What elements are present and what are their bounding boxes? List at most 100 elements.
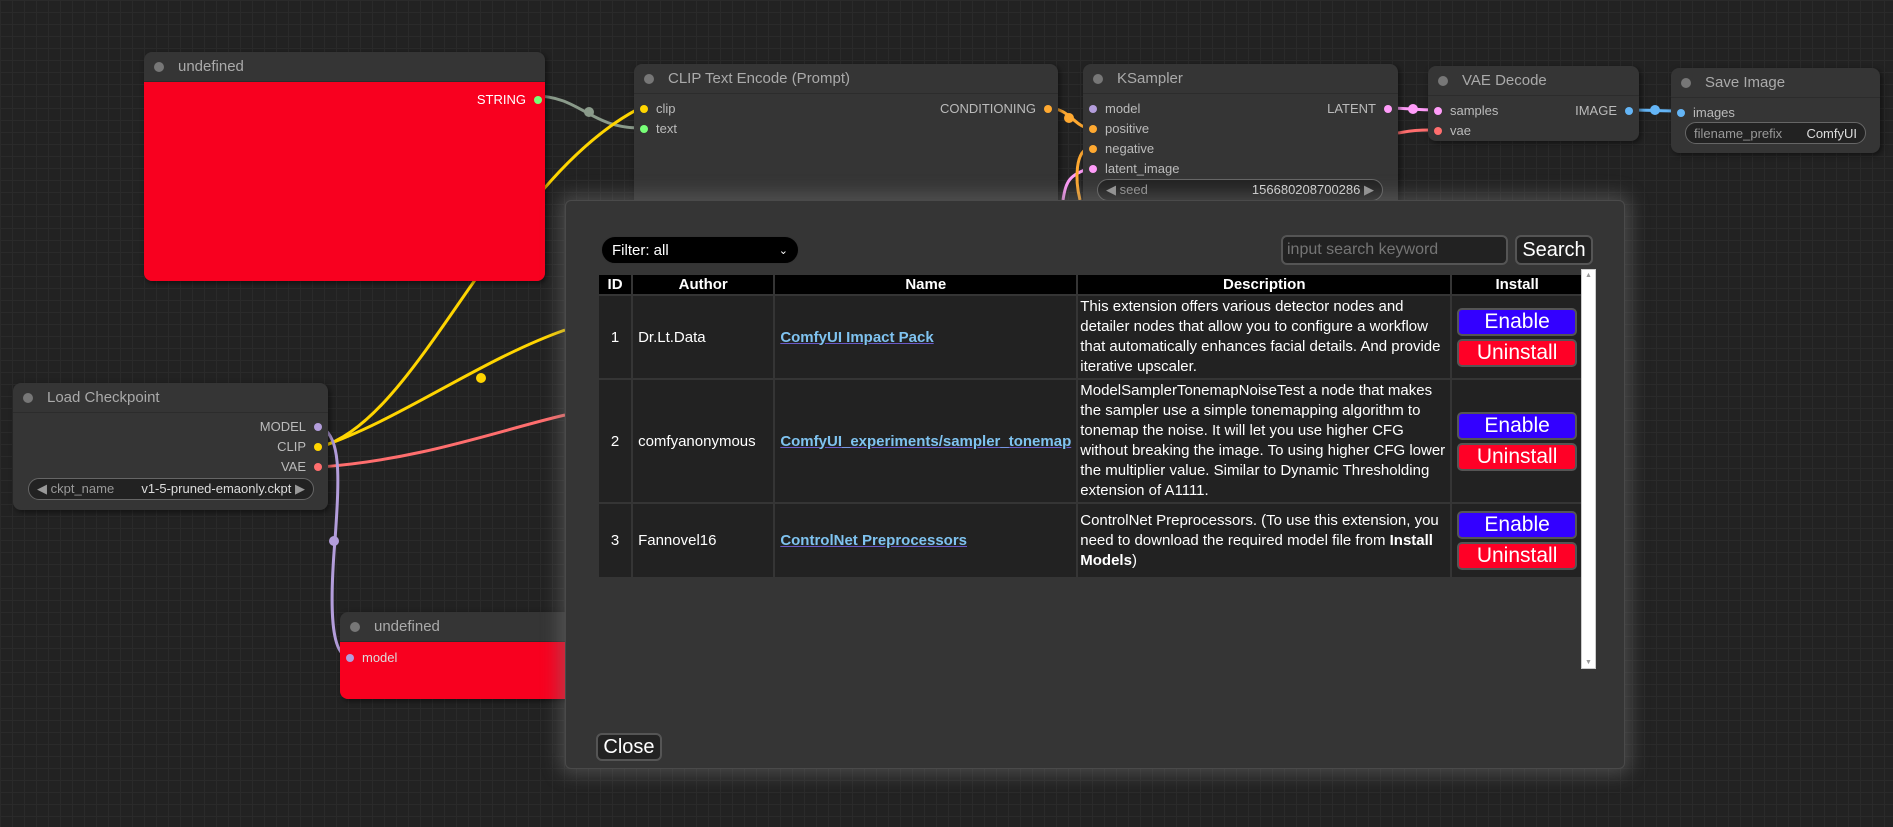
node-header[interactable]: KSampler: [1083, 64, 1398, 94]
uninstall-button[interactable]: Uninstall: [1457, 542, 1578, 570]
output-vae[interactable]: VAE: [281, 459, 322, 474]
slot-dot-icon[interactable]: [534, 95, 542, 104]
input-samples[interactable]: samples: [1434, 103, 1498, 118]
slot-dot-icon[interactable]: [640, 124, 648, 133]
node-ksampler[interactable]: KSampler model positive negative latent_…: [1083, 64, 1398, 214]
ckpt-name-widget[interactable]: ◀ ckpt_name v1-5-pruned-emaonly.ckpt ▶: [28, 478, 314, 500]
input-negative[interactable]: negative: [1089, 141, 1154, 156]
node-vae-decode[interactable]: VAE Decode samples vae IMAGE: [1428, 66, 1639, 141]
filter-select[interactable]: Filter: all ⌄: [601, 236, 799, 264]
output-latent[interactable]: LATENT: [1327, 101, 1392, 116]
collapse-dot-icon[interactable]: [1093, 73, 1103, 84]
seed-label-group: ◀ seed: [1106, 182, 1148, 197]
slot-dot-icon[interactable]: [640, 104, 648, 113]
uninstall-button[interactable]: Uninstall: [1457, 442, 1578, 471]
output-model[interactable]: MODEL: [260, 419, 322, 434]
enable-button[interactable]: Enable: [1457, 411, 1578, 440]
input-text[interactable]: text: [640, 121, 677, 136]
collapse-dot-icon[interactable]: [1438, 75, 1448, 86]
slot-dot-icon[interactable]: [346, 653, 354, 662]
node-header[interactable]: VAE Decode: [1428, 66, 1639, 96]
arrow-right-icon[interactable]: ▶: [1364, 182, 1374, 197]
slot-dot-icon[interactable]: [1434, 126, 1442, 135]
node-save-image[interactable]: Save Image images filename_prefix ComfyUI: [1671, 68, 1880, 153]
slot-dot-icon[interactable]: [1089, 104, 1097, 113]
slot-dot-icon[interactable]: [1384, 104, 1392, 113]
enable-button[interactable]: Enable: [1457, 307, 1578, 336]
node-undefined-string[interactable]: undefined STRING: [144, 52, 545, 281]
arrow-right-icon[interactable]: ▶: [295, 481, 305, 496]
node-title: Save Image: [1705, 74, 1786, 91]
column-author: Author: [633, 275, 774, 294]
slot-dot-icon[interactable]: [1625, 106, 1633, 115]
node-title: KSampler: [1117, 70, 1183, 87]
node-title: undefined: [178, 58, 244, 75]
slot-label: MODEL: [259, 419, 306, 434]
cell-author: comfyanonymous: [633, 380, 774, 502]
slot-dot-icon[interactable]: [1089, 124, 1097, 133]
description-text: ): [1131, 551, 1137, 569]
extension-link[interactable]: ControlNet Preprocessors: [775, 504, 1077, 577]
collapse-dot-icon[interactable]: [1681, 77, 1691, 88]
seed-widget[interactable]: ◀ seed 156680208700286 ▶: [1097, 179, 1383, 201]
column-description: Description: [1078, 275, 1451, 294]
widget-label: ckpt_name: [50, 481, 115, 496]
close-button[interactable]: Close: [596, 733, 662, 761]
node-header[interactable]: Load Checkpoint: [13, 383, 328, 413]
input-vae[interactable]: vae: [1434, 123, 1471, 138]
cell-id: 2: [599, 380, 632, 502]
extension-link[interactable]: ComfyUI_experiments/sampler_tonemap: [775, 380, 1077, 502]
slot-dot-icon[interactable]: [1677, 108, 1685, 117]
collapse-dot-icon[interactable]: [350, 621, 360, 632]
slot-dot-icon[interactable]: [1434, 106, 1442, 115]
extension-link[interactable]: ComfyUI Impact Pack: [775, 296, 1077, 378]
filename-prefix-widget[interactable]: filename_prefix ComfyUI: [1685, 122, 1866, 144]
node-body: [144, 82, 545, 281]
slot-label: LATENT: [1327, 101, 1376, 116]
scroll-up-icon[interactable]: ▲: [1585, 272, 1592, 279]
input-model[interactable]: model: [1089, 101, 1140, 116]
collapse-dot-icon[interactable]: [23, 392, 33, 403]
node-load-checkpoint[interactable]: Load Checkpoint MODEL CLIP VAE ◀ ckpt_na…: [13, 383, 328, 510]
output-clip[interactable]: CLIP: [277, 439, 322, 454]
node-header[interactable]: undefined: [340, 612, 600, 642]
table-scrollbar[interactable]: ▲ ▼: [1581, 269, 1596, 669]
node-undefined-model[interactable]: undefined model: [340, 612, 600, 699]
search-input[interactable]: [1281, 235, 1508, 265]
input-latent-image[interactable]: latent_image: [1089, 161, 1179, 176]
cell-install: Enable Uninstall: [1452, 296, 1582, 378]
node-header[interactable]: Save Image: [1671, 68, 1880, 98]
scroll-down-icon[interactable]: ▼: [1585, 659, 1592, 666]
install-models-text: Install Models: [1080, 531, 1433, 569]
slot-dot-icon[interactable]: [1089, 164, 1097, 173]
node-title: Load Checkpoint: [47, 389, 160, 406]
output-string[interactable]: STRING: [477, 92, 542, 107]
input-positive[interactable]: positive: [1089, 121, 1149, 136]
node-header[interactable]: CLIP Text Encode (Prompt): [634, 64, 1058, 94]
link-vae-decode: [1397, 128, 1431, 135]
slot-dot-icon[interactable]: [1044, 104, 1052, 113]
node-clip-text-encode[interactable]: CLIP Text Encode (Prompt) clip text COND…: [634, 64, 1058, 214]
node-header[interactable]: undefined: [144, 52, 545, 82]
slot-label: model: [362, 650, 398, 665]
slot-label: CLIP: [277, 439, 306, 454]
input-clip[interactable]: clip: [640, 101, 676, 116]
slot-dot-icon[interactable]: [314, 422, 322, 431]
slot-dot-icon[interactable]: [314, 462, 322, 471]
slot-label: positive: [1105, 121, 1150, 136]
collapse-dot-icon[interactable]: [644, 73, 654, 84]
slot-dot-icon[interactable]: [1089, 144, 1097, 153]
input-model[interactable]: model: [346, 650, 397, 665]
output-image[interactable]: IMAGE: [1575, 103, 1633, 118]
slot-label: images: [1693, 105, 1735, 120]
uninstall-button[interactable]: Uninstall: [1457, 338, 1578, 367]
slot-dot-icon[interactable]: [314, 442, 322, 451]
collapse-dot-icon[interactable]: [154, 61, 164, 72]
output-conditioning[interactable]: CONDITIONING: [940, 101, 1052, 116]
input-images[interactable]: images: [1677, 105, 1735, 120]
search-button[interactable]: Search: [1515, 235, 1593, 265]
table-row: 1 Dr.Lt.Data ComfyUI Impact Pack This ex…: [599, 296, 1582, 378]
table-row: 3 Fannovel16 ControlNet Preprocessors Co…: [599, 504, 1582, 577]
enable-button[interactable]: Enable: [1457, 511, 1578, 539]
widget-value: v1-5-pruned-emaonly.ckpt: [141, 481, 292, 496]
